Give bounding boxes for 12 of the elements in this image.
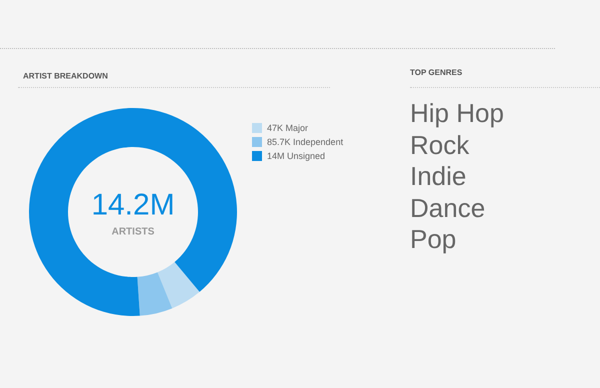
text: 14.2M [91, 188, 175, 222]
legend-label: 85.7K Independent [267, 137, 344, 147]
chart-title: ARTIST BREAKDOWN [23, 72, 108, 80]
text: Indie [410, 161, 468, 192]
text: Hip Hop [410, 98, 504, 130]
text: Rock [410, 130, 470, 161]
text: ARTISTS [112, 226, 155, 238]
legend-label: 14M Unsigned [267, 151, 326, 161]
text: Pop [410, 224, 458, 256]
text: Dance [410, 192, 486, 224]
text: TOP GENRES [410, 68, 462, 77]
legend-label: 47K Major [267, 123, 308, 133]
